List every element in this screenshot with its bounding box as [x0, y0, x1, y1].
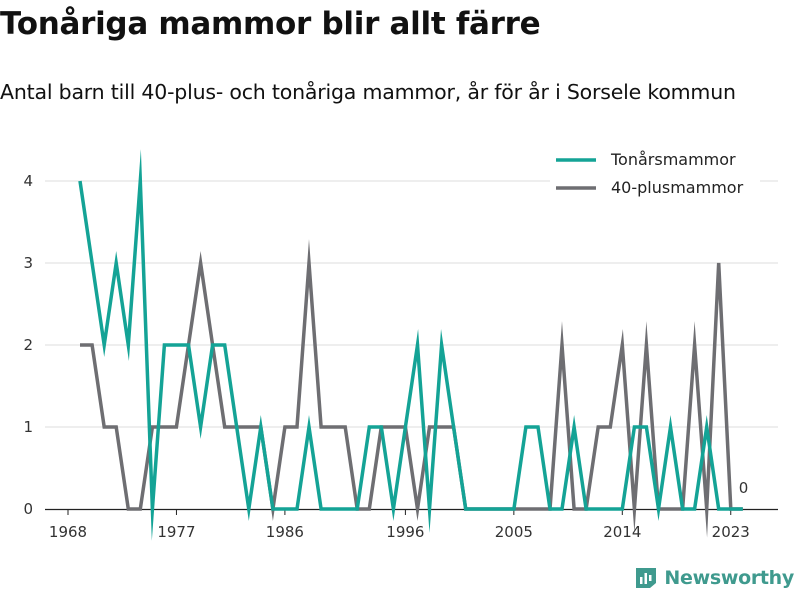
legend-background — [550, 146, 760, 206]
y-axis-labels: 0 1 2 3 4 — [23, 172, 33, 518]
y-tick-label-0: 0 — [23, 500, 33, 518]
series-line-40-plusmammor — [80, 239, 743, 538]
x-axis: 1968 1977 1986 1996 2005 2014 2023 — [45, 508, 778, 541]
chart-title: Tonåriga mammor blir allt färre — [0, 6, 541, 42]
x-tick-label-1977: 1977 — [157, 523, 195, 541]
series-line-tonarsmammor — [78, 149, 743, 541]
bar-chart-icon — [636, 568, 657, 588]
brand-logo: Newsworthy — [634, 564, 794, 592]
legend-label-tonarsmammor: Tonårsmammor — [610, 150, 736, 169]
chart-subtitle: Antal barn till 40-plus- och tonåriga ma… — [0, 80, 736, 104]
x-tick-label-1996: 1996 — [386, 523, 424, 541]
x-tick-label-2005: 2005 — [495, 523, 533, 541]
x-tick-label-2023: 2023 — [712, 523, 750, 541]
y-tick-label-3: 3 — [23, 254, 33, 272]
y-tick-label-1: 1 — [23, 418, 33, 436]
end-value-label: 0 — [739, 479, 749, 497]
legend: Tonårsmammor 40-plusmammor — [550, 146, 760, 206]
y-tick-label-4: 4 — [23, 172, 33, 190]
x-tick-label-1986: 1986 — [266, 523, 304, 541]
x-tick-label-2014: 2014 — [603, 523, 641, 541]
series-lines — [78, 149, 743, 541]
x-tick-label-1968: 1968 — [49, 523, 87, 541]
brand-name: Newsworthy — [664, 567, 794, 589]
legend-label-40-plusmammor: 40-plusmammor — [611, 178, 744, 197]
y-tick-label-2: 2 — [23, 336, 33, 354]
